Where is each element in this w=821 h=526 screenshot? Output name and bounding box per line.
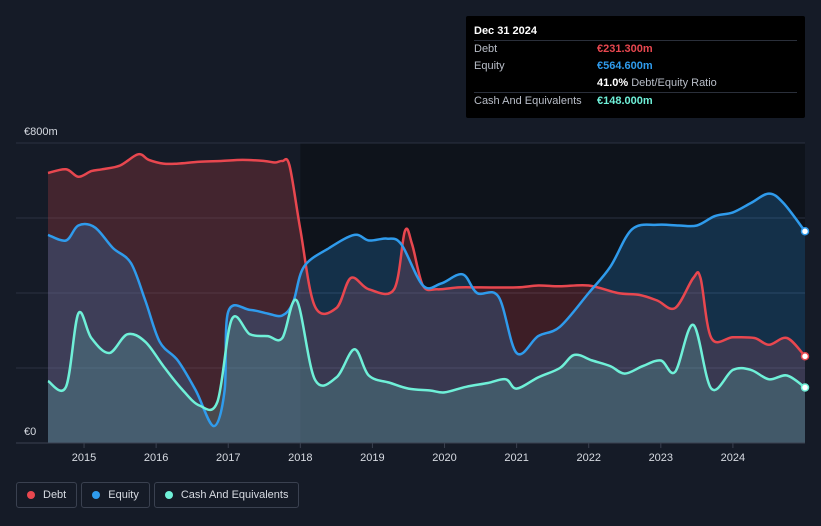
x-tick-label-2023: 2023 bbox=[649, 452, 673, 464]
line-cash-and-equivalents bbox=[47, 298, 805, 412]
end-markers bbox=[800, 227, 810, 392]
x-tick-label-2020: 2020 bbox=[432, 452, 456, 464]
x-tick-label-2022: 2022 bbox=[576, 452, 600, 464]
tooltip-row-debt: Debt €231.300m bbox=[474, 40, 797, 58]
legend-item-equity[interactable]: Equity bbox=[81, 482, 150, 508]
tooltip-cash-value: €148.000m bbox=[597, 95, 653, 107]
y-tick-label-800: €800m bbox=[24, 126, 58, 138]
tooltip-row-cash: Cash And Equivalents €148.000m bbox=[474, 92, 797, 110]
x-tick-label-2019: 2019 bbox=[360, 452, 384, 464]
legend-dot-equity bbox=[92, 491, 101, 499]
legend-dot-cash bbox=[164, 491, 173, 499]
x-tick-label-2015: 2015 bbox=[72, 452, 96, 464]
legend-label-cash: Cash And Equivalents bbox=[180, 489, 289, 501]
legend-item-cash[interactable]: Cash And Equivalents bbox=[153, 482, 300, 508]
tooltip-row-equity: Equity €564.600m bbox=[474, 58, 797, 75]
legend-label-debt: Debt bbox=[43, 489, 67, 501]
x-tick-label-2017: 2017 bbox=[216, 452, 240, 464]
end-marker-debt bbox=[800, 352, 810, 361]
tooltip-ratio-label bbox=[474, 75, 597, 92]
x-tick-label-2021: 2021 bbox=[504, 452, 528, 464]
tooltip-ratio-sub: Debt/Equity Ratio bbox=[631, 77, 717, 89]
legend: Debt Equity Cash And Equivalents bbox=[16, 482, 303, 510]
legend-label-equity: Equity bbox=[108, 489, 139, 501]
line-equity bbox=[47, 192, 805, 428]
end-marker-equity bbox=[800, 227, 810, 236]
area-cash-and-equivalents bbox=[48, 299, 805, 443]
y-axis: €800m €0 bbox=[24, 126, 58, 438]
x-tick-label-2016: 2016 bbox=[144, 452, 168, 464]
line-debt bbox=[47, 152, 805, 358]
x-tick-label-2018: 2018 bbox=[288, 452, 312, 464]
tooltip-ratio-value: 41.0% bbox=[597, 77, 629, 89]
end-marker-cash-and-equivalents bbox=[800, 383, 810, 392]
tooltip-cash-label: Cash And Equivalents bbox=[474, 95, 582, 107]
tooltip-equity-label: Equity bbox=[474, 60, 505, 72]
y-tick-label-0: €0 bbox=[24, 426, 36, 438]
area-equity bbox=[48, 193, 805, 443]
tooltip-date: Dec 31 2024 bbox=[474, 25, 537, 37]
legend-dot-debt bbox=[27, 491, 35, 499]
tooltip-debt-label: Debt bbox=[474, 43, 498, 55]
tooltip-panel: Dec 31 2024 Debt €231.300m Equity €564.6… bbox=[466, 16, 805, 118]
tooltip-debt-value: €231.300m bbox=[597, 43, 653, 55]
x-axis: 2015 2016 2017 2018 2019 2020 2021 2022 2023 2024 bbox=[72, 443, 745, 464]
tooltip-row-ratio: 41.0% Debt/Equity Ratio bbox=[474, 75, 797, 92]
series-lines bbox=[47, 152, 805, 428]
tooltip-equity-value: €564.600m bbox=[597, 60, 653, 72]
legend-item-debt[interactable]: Debt bbox=[16, 482, 78, 508]
x-tick-label-2024: 2024 bbox=[721, 452, 745, 464]
